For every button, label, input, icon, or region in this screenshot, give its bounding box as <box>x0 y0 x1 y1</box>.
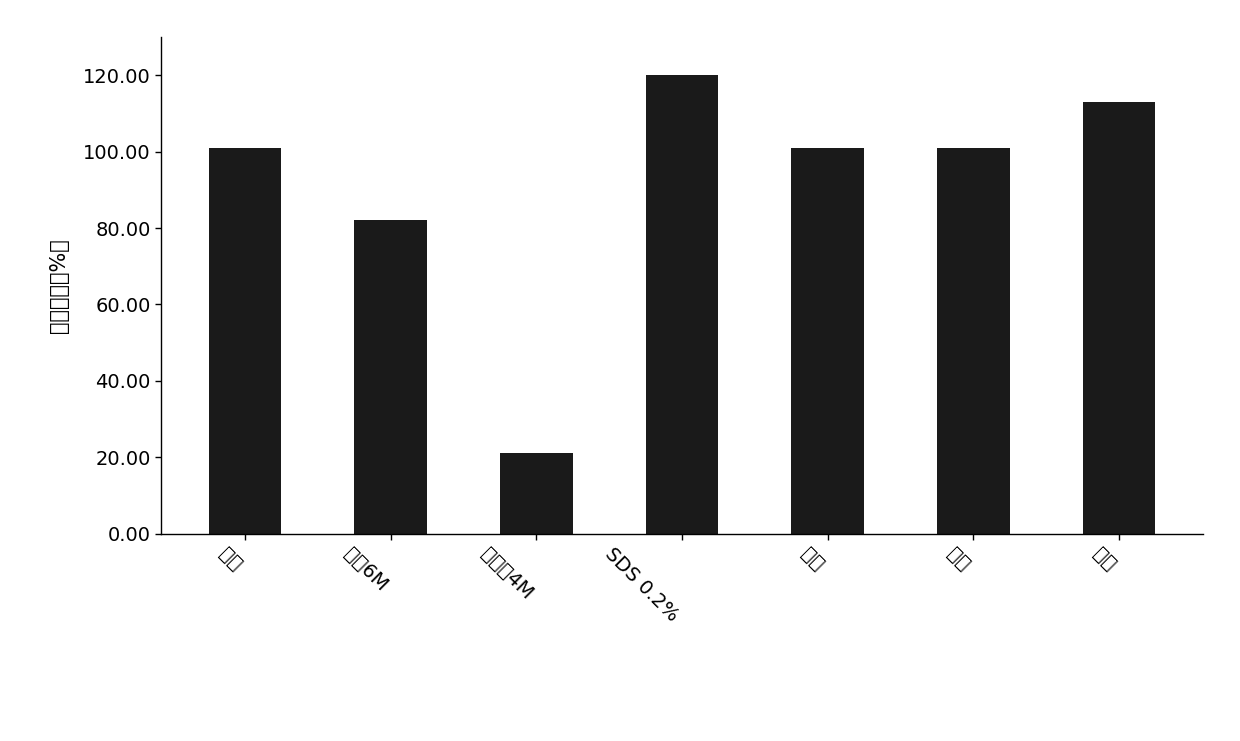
Bar <box>646 76 718 534</box>
Bar <box>208 147 281 534</box>
Bar <box>937 147 1009 534</box>
Bar <box>355 220 427 534</box>
Bar <box>500 453 573 534</box>
Bar <box>791 147 864 534</box>
Bar <box>1083 102 1156 534</box>
Y-axis label: 相对活性（%）: 相对活性（%） <box>50 238 69 333</box>
